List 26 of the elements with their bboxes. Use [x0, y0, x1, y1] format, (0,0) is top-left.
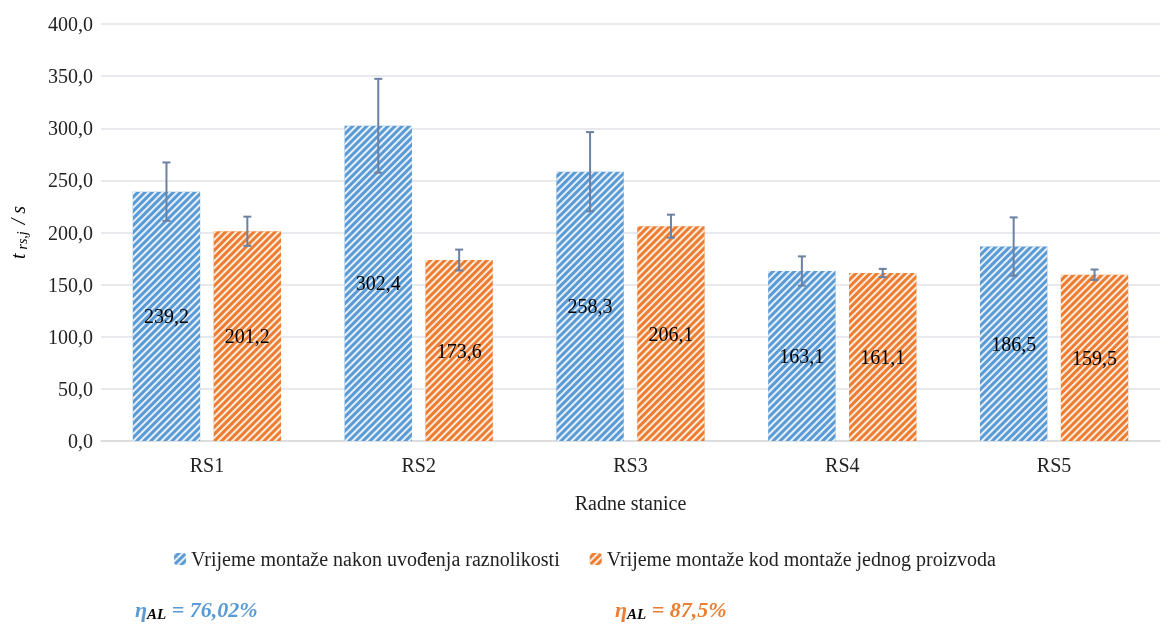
y-tick-label: 250,0 — [48, 169, 93, 192]
text: ηAL = 76,02% — [135, 596, 258, 622]
y-tick-label: 300,0 — [48, 117, 93, 140]
y-tick-label: 150,0 — [48, 273, 93, 296]
y-tick-label: 0,0 — [68, 430, 93, 452]
data-label: 239,2 — [143, 305, 189, 328]
y-tick-label: 400,0 — [48, 13, 93, 35]
y-tick-label: 50,0 — [58, 377, 93, 400]
legend-label: Vrijeme montaže kod montaže jednog proizvoda — [606, 548, 997, 571]
x-tick-label: RS5 — [1036, 454, 1072, 476]
legend-label: Vrijeme montaže nakon uvođenja raznolikosti — [191, 548, 561, 571]
x-axis-title: Radne stanice — [574, 492, 687, 514]
x-tick-label: RS3 — [613, 454, 648, 476]
y-tick-label: 200,0 — [48, 221, 93, 244]
data-label: 201,2 — [224, 325, 270, 348]
data-label: 302,4 — [355, 272, 401, 295]
data-label: 173,6 — [436, 339, 482, 362]
data-label: 258,3 — [567, 295, 613, 318]
x-tick-label: RS4 — [825, 454, 860, 476]
x-tick-label: RS2 — [401, 454, 436, 476]
y-axis-title: trs,j / s — [7, 205, 30, 260]
y-tick-label: 350,0 — [48, 65, 93, 88]
y-tick-label: 100,0 — [48, 325, 93, 348]
x-tick-label: RS1 — [189, 454, 225, 476]
data-label: 206,1 — [648, 322, 694, 345]
text: ηAL = 87,5% — [615, 596, 727, 622]
